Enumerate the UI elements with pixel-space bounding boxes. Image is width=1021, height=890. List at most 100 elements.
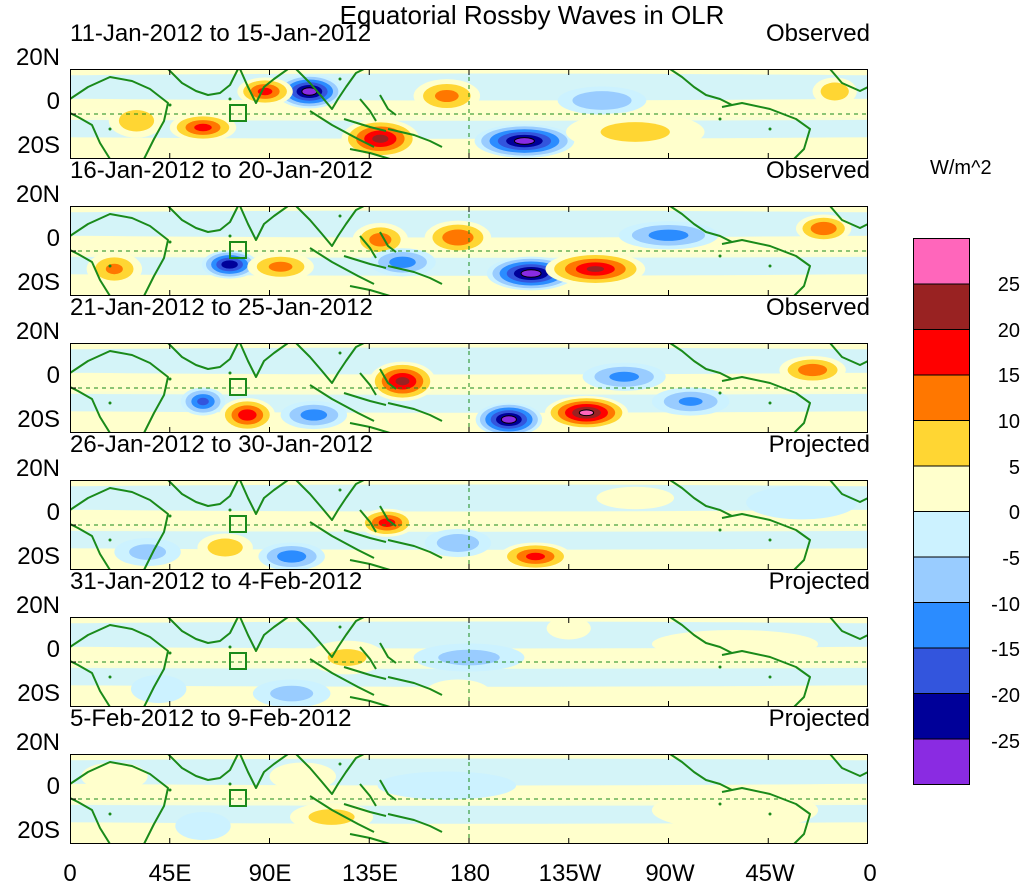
x-tick-label: 135E bbox=[341, 860, 399, 887]
coastline bbox=[239, 617, 289, 652]
x-tick-label: 180 bbox=[449, 860, 491, 887]
coastline bbox=[309, 247, 375, 285]
olr-anomaly-contour bbox=[377, 771, 517, 800]
panel-period-label: 31-Jan-2012 to 4-Feb-2012 bbox=[70, 568, 363, 595]
coastline bbox=[295, 206, 365, 247]
olr-anomaly-contour bbox=[572, 91, 632, 110]
island-dot bbox=[718, 802, 722, 806]
colorbar-label: -10 bbox=[991, 594, 1020, 616]
island-dot bbox=[718, 528, 722, 532]
colorbar-label: 20 bbox=[997, 320, 1020, 342]
island-dot bbox=[338, 214, 342, 218]
coastline bbox=[829, 343, 868, 366]
coastline bbox=[721, 513, 811, 570]
coastline bbox=[343, 529, 387, 543]
coastline bbox=[295, 617, 365, 658]
panel-period-label: 26-Jan-2012 to 30-Jan-2012 bbox=[70, 431, 373, 458]
colorbar-segment bbox=[913, 556, 970, 603]
panel-type-label: Projected bbox=[768, 568, 870, 595]
coastline bbox=[359, 646, 377, 670]
x-tick-label: 90W bbox=[645, 860, 695, 887]
olr-anomaly-contour bbox=[526, 552, 545, 561]
olr-anomaly-contour bbox=[820, 82, 849, 101]
coastline bbox=[379, 231, 397, 253]
olr-anomaly-contour bbox=[327, 649, 367, 666]
coastline bbox=[669, 480, 733, 517]
coastline bbox=[669, 206, 733, 243]
olr-anomaly-contour bbox=[300, 409, 328, 421]
island-dot bbox=[228, 508, 232, 512]
coastline bbox=[70, 624, 169, 707]
island-dot bbox=[108, 812, 112, 816]
region-box bbox=[229, 241, 247, 259]
colorbar-label: -15 bbox=[991, 639, 1020, 661]
island-dot bbox=[168, 514, 172, 518]
x-tick-label: 90E bbox=[248, 860, 292, 887]
island-dot bbox=[108, 127, 112, 131]
island-dot bbox=[168, 377, 172, 381]
coastline bbox=[359, 783, 377, 807]
colorbar-segment bbox=[913, 238, 970, 285]
olr-anomaly-contour bbox=[270, 685, 314, 702]
panel-type-label: Observed bbox=[765, 294, 870, 321]
island-dot bbox=[718, 391, 722, 395]
figure-title: Equatorial Rossby Waves in OLR bbox=[339, 0, 725, 30]
island-dot bbox=[768, 538, 772, 542]
coastline bbox=[669, 343, 733, 380]
olr-anomaly-contour bbox=[395, 377, 410, 386]
olr-anomaly-contour bbox=[424, 679, 492, 707]
map-panel: 26-Jan-2012 to 30-Jan-2012 Projected 20N 0 2… bbox=[0, 431, 880, 570]
olr-anomaly-map bbox=[70, 617, 868, 707]
colorbar-label: 5 bbox=[1008, 457, 1020, 479]
coastline bbox=[309, 110, 375, 148]
coastline bbox=[669, 69, 733, 106]
island-dot bbox=[768, 127, 772, 131]
island-dot bbox=[338, 488, 342, 492]
coastline bbox=[829, 617, 868, 640]
y-tick-label: 0 bbox=[46, 773, 60, 800]
coastline bbox=[167, 206, 239, 233]
olr-anomaly-contour bbox=[596, 486, 675, 510]
olr-anomaly-contour bbox=[546, 617, 591, 640]
olr-anomaly-map bbox=[70, 69, 868, 159]
olr-anomaly-contour bbox=[500, 415, 517, 424]
island-dot bbox=[768, 812, 772, 816]
coastline bbox=[349, 696, 391, 707]
island-dot bbox=[108, 264, 112, 268]
olr-anomaly-contour bbox=[389, 256, 416, 268]
y-tick-label: 20N bbox=[15, 455, 60, 482]
x-tick-label: 0 bbox=[863, 860, 877, 887]
panel-type-label: Observed bbox=[765, 20, 870, 47]
olr-anomaly-contour bbox=[129, 544, 167, 560]
coastline bbox=[349, 148, 391, 159]
colorbar-segment bbox=[913, 511, 970, 558]
coastline bbox=[349, 833, 391, 844]
olr-anomaly-map bbox=[70, 480, 868, 570]
island-dot bbox=[228, 97, 232, 101]
coastline bbox=[167, 480, 239, 507]
colorbar-label: -5 bbox=[1002, 548, 1020, 570]
olr-anomaly-contour bbox=[221, 260, 238, 269]
olr-anomaly-contour bbox=[268, 261, 293, 272]
olr-anomaly-contour bbox=[513, 137, 535, 145]
coastline bbox=[829, 480, 868, 503]
coastline bbox=[829, 206, 868, 229]
olr-anomaly-contour bbox=[648, 229, 689, 241]
island-dot bbox=[168, 651, 172, 655]
olr-anomaly-contour bbox=[678, 397, 703, 406]
colorbar-segment bbox=[913, 693, 970, 740]
y-tick-label: 20S bbox=[17, 817, 60, 844]
olr-anomaly-contour bbox=[746, 485, 857, 520]
coastline bbox=[343, 803, 387, 817]
olr-anomaly-contour bbox=[436, 534, 480, 552]
coastline bbox=[721, 376, 811, 433]
y-tick-label: 20N bbox=[15, 318, 60, 345]
coastline bbox=[387, 402, 443, 422]
colorbar-segment bbox=[913, 738, 970, 785]
coastline bbox=[387, 128, 443, 148]
olr-anomaly-contour bbox=[600, 122, 670, 142]
olr-anomaly-contour bbox=[372, 134, 389, 143]
olr-anomaly-contour bbox=[798, 363, 828, 377]
island-dot bbox=[768, 675, 772, 679]
y-tick-label: 20S bbox=[17, 543, 60, 570]
